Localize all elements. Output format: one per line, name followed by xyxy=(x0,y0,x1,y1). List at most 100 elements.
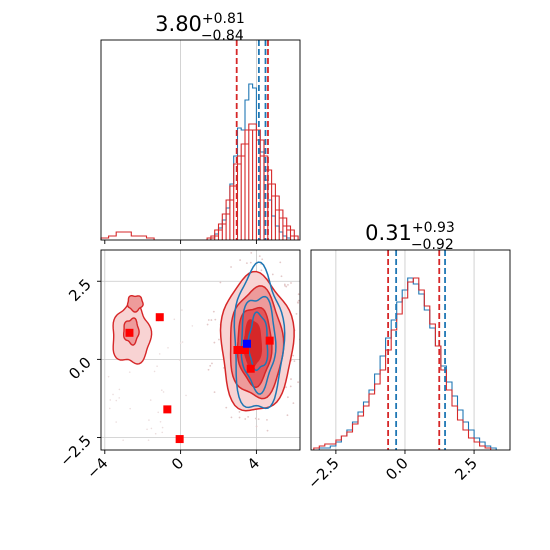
contour-sample-point xyxy=(249,261,252,264)
top-hist-frame xyxy=(100,39,301,241)
contour-sample-point xyxy=(149,399,152,401)
contour-sample-point xyxy=(209,364,212,367)
contour-sample-point xyxy=(118,397,121,399)
contour-sample-point xyxy=(147,439,150,441)
contour-sample-point xyxy=(112,393,114,396)
right-hist-xtick-label: 0.0 xyxy=(382,454,412,484)
contour-sample-point xyxy=(148,419,150,421)
top-hist-series-blue xyxy=(210,83,292,240)
contour-sample-point xyxy=(129,407,131,410)
contour-sample-point xyxy=(225,406,228,409)
contour-sample-point xyxy=(154,432,157,435)
contour-sample-point xyxy=(162,391,165,393)
contour-sample-point xyxy=(245,262,248,264)
blue-contour-level xyxy=(240,295,277,395)
red-square-marker xyxy=(241,346,250,354)
title-top-base: 3.80 xyxy=(155,12,202,36)
contour-sample-point xyxy=(244,418,247,420)
contour-sample-point xyxy=(238,411,241,413)
contour-sample-point xyxy=(185,394,187,397)
contour-sample-point xyxy=(289,385,292,388)
red-square-marker xyxy=(163,405,172,414)
contour-sample-point xyxy=(283,283,286,286)
contour-sample-point xyxy=(280,275,283,278)
contour-sample-point xyxy=(115,421,117,423)
contour-sample-point xyxy=(258,255,261,258)
contour-sample-point xyxy=(150,427,153,430)
contour-sample-point xyxy=(214,318,217,321)
contour-sample-point xyxy=(297,293,300,296)
contour-sample-point xyxy=(247,415,250,418)
red-square-marker xyxy=(265,336,274,345)
contour-sample-point xyxy=(159,421,162,423)
contour-sample-point xyxy=(207,319,210,321)
contour-sample-point xyxy=(255,425,258,428)
red-square-marker xyxy=(246,364,255,373)
contour-sample-point xyxy=(156,365,158,367)
contour-sample-point xyxy=(238,416,241,419)
contour-sample-point xyxy=(219,281,222,284)
contour-sample-point xyxy=(301,377,303,379)
title-right-base: 0.31 xyxy=(365,221,412,245)
right-hist-frame xyxy=(310,249,511,451)
contour-xtick-label: 0 xyxy=(168,454,187,473)
contour-sample-point xyxy=(212,310,215,313)
contour-sample-point xyxy=(297,381,299,384)
contour-sample-point xyxy=(257,418,260,421)
contour-sample-point xyxy=(266,418,268,421)
contour-sample-point xyxy=(122,439,124,442)
contour-sample-point xyxy=(286,396,289,399)
contour-sample-point xyxy=(210,319,213,321)
red-contour-island xyxy=(126,295,144,313)
contour-xtick-label: 4 xyxy=(244,454,263,473)
blue-square-marker xyxy=(242,339,251,348)
contour-sample-point xyxy=(266,429,269,432)
contour-sample-point xyxy=(161,431,164,434)
title-top-sup: +0.81 xyxy=(202,11,245,27)
contour-sample-point xyxy=(290,282,292,284)
right-hist-series-blue xyxy=(318,277,497,450)
blue-contour-level xyxy=(233,261,286,410)
contour-sample-point xyxy=(128,371,131,373)
red-square-marker xyxy=(233,346,242,354)
contour-sample-point xyxy=(261,258,264,261)
contour-sample-point xyxy=(178,359,181,361)
contour-sample-point xyxy=(108,407,111,410)
contour-sample-point xyxy=(293,360,296,363)
contour-sample-point xyxy=(260,269,263,272)
contour-sample-point xyxy=(115,399,118,402)
contour-sample-point xyxy=(218,338,220,341)
contour-sample-point xyxy=(118,388,121,391)
contour-sample-point xyxy=(292,354,295,357)
contour-sample-point xyxy=(206,323,209,326)
contour-sample-point xyxy=(213,391,216,393)
contour-sample-point xyxy=(181,341,184,343)
contour-panel: −4 0 42.50.0−2.5 xyxy=(56,249,303,482)
panel-title-top: 3.80+0.81 −0.84 xyxy=(155,11,245,44)
title-right-sup: +0.93 xyxy=(412,220,455,236)
contour-sample-point xyxy=(146,428,148,431)
contour-frame xyxy=(100,249,301,451)
contour-sample-point xyxy=(160,389,163,391)
contour-sample-point xyxy=(107,375,110,378)
contour-sample-point xyxy=(285,285,288,288)
contour-plot-area xyxy=(101,250,303,450)
contour-sample-point xyxy=(239,259,242,261)
contour-sample-point xyxy=(290,378,292,380)
contour-sample-point xyxy=(213,341,216,344)
contour-sample-point xyxy=(109,399,112,401)
contour-sample-point xyxy=(153,370,156,373)
contour-ytick-label: 2.5 xyxy=(65,275,95,305)
contour-sample-point xyxy=(295,312,298,315)
contour-sample-point xyxy=(250,251,253,254)
contour-sample-point xyxy=(297,301,299,304)
red-square-marker xyxy=(175,435,184,444)
contour-sample-point xyxy=(297,299,300,302)
contour-ytick-label: 0.0 xyxy=(65,353,95,383)
contour-sample-point xyxy=(161,426,164,429)
histogram-panel-right: 0.31+0.93 −0.92 −2.5 0.0 2.5 xyxy=(304,220,511,493)
contour-sample-point xyxy=(207,368,210,371)
contour-sample-point xyxy=(254,417,257,420)
contour-sample-point xyxy=(287,283,289,286)
